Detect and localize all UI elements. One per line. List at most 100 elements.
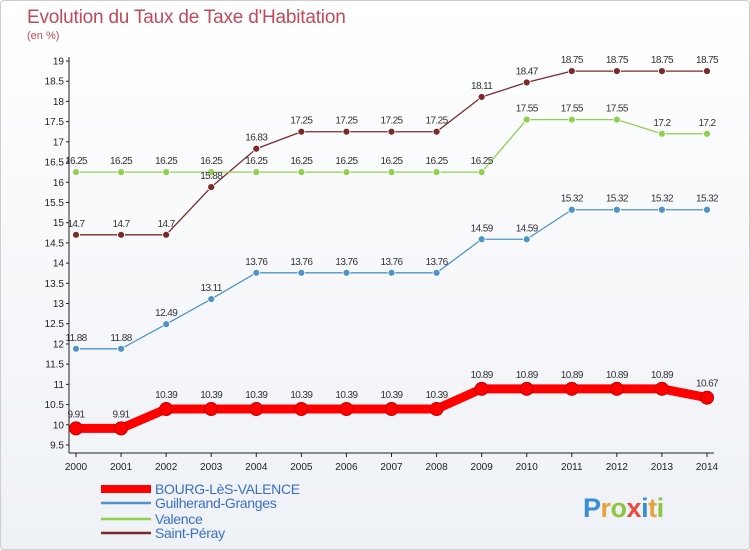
y-tick-label: 13 bbox=[53, 299, 65, 310]
y-tick-label: 15.5 bbox=[45, 198, 65, 209]
data-label: 15.32 bbox=[651, 194, 674, 205]
data-label: 18.47 bbox=[516, 66, 539, 77]
y-tick-label: 16 bbox=[53, 178, 65, 189]
data-point bbox=[252, 144, 261, 153]
data-label: 14.7 bbox=[113, 219, 131, 230]
y-tick-label: 15 bbox=[53, 218, 65, 229]
x-tick-label: 2012 bbox=[606, 462, 629, 473]
y-tick-label: 11 bbox=[54, 380, 65, 391]
data-label: 17.25 bbox=[426, 116, 449, 127]
data-point bbox=[612, 205, 621, 214]
legend-label-2: Valence bbox=[155, 511, 203, 527]
data-point bbox=[522, 115, 531, 124]
y-tick-label: 14 bbox=[53, 259, 65, 270]
data-label: 15.88 bbox=[200, 171, 223, 182]
data-label: 16.25 bbox=[155, 156, 178, 167]
legend-label-3: Saint-Péray bbox=[155, 525, 225, 541]
data-point bbox=[207, 295, 216, 303]
data-label: 16.25 bbox=[110, 156, 133, 167]
data-label: 17.25 bbox=[380, 116, 403, 127]
data-point bbox=[477, 235, 486, 244]
x-tick-label: 2010 bbox=[516, 462, 539, 473]
data-point bbox=[609, 381, 624, 396]
legend-label-1: Guilherand-Granges bbox=[155, 495, 277, 511]
data-label: 15.32 bbox=[606, 194, 629, 205]
data-label: 17.55 bbox=[561, 104, 584, 115]
data-label: 16.25 bbox=[471, 156, 494, 167]
data-label: 15.32 bbox=[696, 194, 719, 205]
data-label: 10.39 bbox=[155, 390, 178, 401]
data-point bbox=[162, 230, 171, 239]
data-point bbox=[207, 183, 216, 192]
x-tick-label: 2002 bbox=[155, 462, 178, 473]
data-point bbox=[567, 205, 576, 214]
data-label: 10.39 bbox=[426, 390, 449, 401]
data-point bbox=[567, 67, 576, 76]
data-label: 14.59 bbox=[471, 223, 494, 234]
data-point bbox=[162, 320, 171, 329]
data-point bbox=[249, 402, 264, 417]
x-tick-label: 2014 bbox=[696, 462, 719, 473]
data-label: 13.76 bbox=[290, 257, 313, 268]
data-label: 17.55 bbox=[606, 104, 629, 115]
data-label: 10.39 bbox=[290, 390, 313, 401]
data-point bbox=[72, 230, 80, 239]
data-point bbox=[522, 235, 531, 244]
x-tick-label: 2011 bbox=[561, 462, 583, 473]
data-point bbox=[162, 168, 171, 177]
x-tick-label: 2004 bbox=[245, 462, 268, 473]
data-point bbox=[69, 421, 83, 436]
x-tick-label: 2007 bbox=[380, 462, 403, 473]
data-point bbox=[342, 127, 351, 136]
proxiti-logo: Proxiti bbox=[583, 493, 664, 523]
data-label: 16.25 bbox=[290, 156, 313, 167]
y-tick-label: 14.5 bbox=[45, 238, 65, 249]
data-point bbox=[159, 402, 174, 417]
data-label: 16.25 bbox=[65, 156, 88, 167]
svg-text:Proxiti: Proxiti bbox=[583, 493, 664, 523]
data-point bbox=[477, 93, 486, 101]
data-label: 17.25 bbox=[335, 116, 358, 127]
data-label: 10.89 bbox=[516, 370, 539, 381]
data-label: 18.75 bbox=[606, 55, 629, 66]
data-point bbox=[703, 129, 711, 138]
data-point bbox=[700, 390, 714, 405]
data-label: 10.89 bbox=[561, 370, 584, 381]
data-point bbox=[567, 115, 576, 124]
data-label: 18.75 bbox=[561, 55, 584, 66]
x-tick-label: 2006 bbox=[335, 462, 358, 473]
data-label: 18.75 bbox=[651, 55, 674, 66]
data-label: 16.25 bbox=[380, 156, 403, 167]
data-label: 10.39 bbox=[200, 390, 223, 401]
data-label: 17.25 bbox=[290, 116, 313, 127]
data-point bbox=[342, 268, 351, 277]
data-point bbox=[117, 168, 125, 177]
data-point bbox=[703, 205, 711, 214]
data-label: 10.39 bbox=[380, 390, 403, 401]
y-tick-label: 18 bbox=[53, 97, 65, 108]
data-label: 10.89 bbox=[606, 370, 629, 381]
data-label: 14.7 bbox=[158, 219, 176, 230]
chart-title: Evolution du Taux de Taxe d'Habitation bbox=[27, 7, 346, 28]
y-tick-label: 16.5 bbox=[45, 158, 65, 169]
data-label: 14.7 bbox=[67, 219, 85, 230]
data-point bbox=[519, 381, 534, 396]
data-point bbox=[72, 344, 80, 353]
y-tick-label: 12 bbox=[53, 339, 65, 350]
data-point bbox=[252, 168, 261, 177]
data-label: 10.67 bbox=[696, 379, 719, 390]
data-point bbox=[612, 115, 621, 124]
data-point bbox=[658, 129, 666, 138]
data-point bbox=[522, 78, 531, 87]
x-tick-label: 2008 bbox=[425, 462, 448, 473]
data-point bbox=[564, 381, 579, 396]
data-label: 14.59 bbox=[516, 223, 539, 234]
data-label: 10.39 bbox=[245, 390, 268, 401]
data-label: 16.83 bbox=[245, 133, 268, 144]
data-point bbox=[429, 402, 444, 417]
data-point bbox=[294, 402, 309, 417]
data-point bbox=[477, 168, 486, 177]
y-tick-label: 12.5 bbox=[45, 319, 65, 330]
data-point bbox=[387, 127, 396, 136]
